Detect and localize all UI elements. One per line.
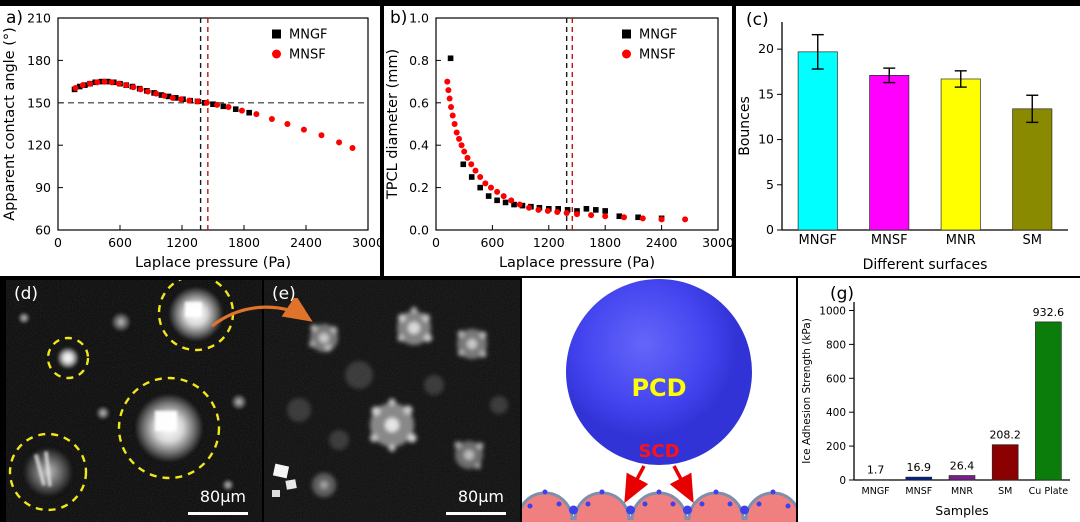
svg-text:Different surfaces: Different surfaces [863, 257, 988, 273]
svg-text:600: 600 [108, 235, 132, 250]
svg-text:3000: 3000 [702, 235, 732, 250]
svg-text:MNSF: MNSF [289, 48, 326, 63]
svg-text:20: 20 [758, 41, 774, 56]
svg-text:0: 0 [839, 475, 846, 487]
scale-bar-line [188, 512, 248, 515]
panel-b-label: b) [390, 8, 408, 28]
svg-text:60: 60 [35, 223, 51, 238]
svg-text:Laplace pressure (Pa): Laplace pressure (Pa) [135, 255, 291, 271]
svg-text:1200: 1200 [533, 235, 565, 250]
ice-adhesion-bar-chart: 0 200 400 600 800 1000 1.7 MNGF 16.9 MNSF 26.4 MNR 2… [801, 302, 1070, 518]
panel-schematic: PCD SCD [522, 278, 796, 522]
svg-text:600: 600 [480, 235, 504, 250]
svg-text:0.2: 0.2 [409, 180, 429, 195]
svg-text:0: 0 [432, 235, 440, 250]
svg-text:932.6: 932.6 [1033, 306, 1065, 319]
svg-text:0.4: 0.4 [409, 138, 429, 153]
svg-text:Samples: Samples [935, 503, 988, 518]
svg-text:Laplace pressure (Pa): Laplace pressure (Pa) [499, 255, 655, 271]
panel-a-label: a) [6, 8, 24, 28]
faint-blobs [287, 361, 508, 450]
panel-a: a) 0 600 1200 1800 2400 3000 60 90 120 150 180 210 M… [0, 6, 380, 276]
svg-text:MNGF: MNGF [289, 28, 328, 43]
svg-text:MNGF: MNGF [862, 486, 890, 497]
pcd-label: PCD [631, 374, 687, 402]
svg-text:Apparent contact angle (°): Apparent contact angle (°) [2, 27, 18, 221]
tpcl-diameter-chart: 0 600 1200 1800 2400 3000 0.0 0.2 0.4 0.6 0.8 1.0 MN… [385, 11, 732, 272]
scale-bar-text: 80µm [199, 487, 246, 506]
svg-text:SM: SM [998, 486, 1012, 497]
contact-angle-chart: 0 600 1200 1800 2400 3000 60 90 120 150 180 210 MNGF… [2, 11, 380, 272]
svg-text:2400: 2400 [290, 235, 322, 250]
scd-label: SCD [638, 441, 680, 462]
svg-text:Cu Plate: Cu Plate [1029, 486, 1069, 497]
svg-text:TPCL diameter (mm): TPCL diameter (mm) [385, 49, 401, 200]
svg-text:SM: SM [1023, 233, 1042, 248]
svg-text:26.4: 26.4 [950, 460, 975, 473]
surface-bumps [522, 491, 796, 521]
panel-b: b) 0 600 1200 1800 2400 3000 0.0 0.2 0.4 0.6 0.8 1.… [384, 6, 732, 276]
panel-c: (c) 0 5 10 15 20 MNGF MNSF MNR SM Different surfa… [736, 6, 1080, 276]
svg-text:Ice Adhesion Strength (kPa): Ice Adhesion Strength (kPa) [801, 318, 813, 464]
d-to-e-arrow [211, 298, 313, 328]
scd-droplets [527, 489, 791, 515]
svg-text:15: 15 [758, 86, 774, 101]
condensation-schematic-art [522, 279, 796, 522]
pcd-droplet [566, 279, 752, 465]
panel-g-label: (g) [830, 284, 855, 304]
svg-text:MNR: MNR [946, 233, 976, 248]
svg-text:1800: 1800 [228, 235, 260, 250]
svg-text:400: 400 [826, 407, 846, 419]
svg-text:MNSF: MNSF [905, 486, 932, 497]
svg-text:120: 120 [27, 138, 51, 153]
svg-text:0.8: 0.8 [409, 53, 429, 68]
micro-droplets-art [6, 280, 262, 522]
svg-text:150: 150 [27, 95, 51, 110]
svg-text:MNSF: MNSF [871, 233, 908, 248]
bounces-bar-chart: 0 5 10 15 20 MNGF MNSF MNR SM Different surfaces B… [737, 22, 1068, 273]
svg-text:10: 10 [758, 132, 774, 147]
svg-text:MNSF: MNSF [639, 48, 676, 63]
panel-d-label: (d) [14, 284, 39, 304]
droplets-group [18, 287, 247, 497]
svg-text:5: 5 [766, 177, 774, 192]
svg-text:200: 200 [826, 441, 846, 453]
scale-bar-text: 80µm [457, 487, 504, 506]
svg-text:16.9: 16.9 [907, 461, 932, 474]
svg-text:208.2: 208.2 [989, 429, 1021, 442]
svg-text:0.0: 0.0 [409, 223, 429, 238]
scale-bar-line [446, 512, 506, 515]
svg-text:MNR: MNR [951, 486, 973, 497]
svg-text:3000: 3000 [352, 235, 380, 250]
bright-crystals [272, 463, 297, 497]
panel-g: (g) 0 200 400 600 800 1000 1.7 MNGF 16.9 MNSF 26.4… [798, 278, 1080, 522]
svg-text:1.7: 1.7 [867, 464, 885, 477]
svg-text:1200: 1200 [166, 235, 198, 250]
svg-text:210: 210 [27, 11, 51, 26]
svg-text:MNGF: MNGF [799, 233, 838, 248]
svg-text:1000: 1000 [819, 305, 846, 317]
svg-text:1800: 1800 [589, 235, 621, 250]
svg-text:180: 180 [27, 53, 51, 68]
scd-arrows [624, 465, 694, 504]
svg-text:800: 800 [826, 339, 846, 351]
frost-clusters [309, 307, 487, 497]
svg-text:600: 600 [826, 373, 846, 385]
svg-text:0: 0 [766, 222, 774, 237]
svg-text:0.6: 0.6 [409, 95, 429, 110]
svg-text:Bounces: Bounces [737, 96, 753, 156]
svg-text:90: 90 [35, 180, 51, 195]
svg-text:1.0: 1.0 [409, 11, 429, 26]
svg-text:0: 0 [54, 235, 62, 250]
panel-c-label: (c) [746, 10, 769, 30]
svg-text:2400: 2400 [646, 235, 678, 250]
svg-text:MNGF: MNGF [639, 28, 678, 43]
